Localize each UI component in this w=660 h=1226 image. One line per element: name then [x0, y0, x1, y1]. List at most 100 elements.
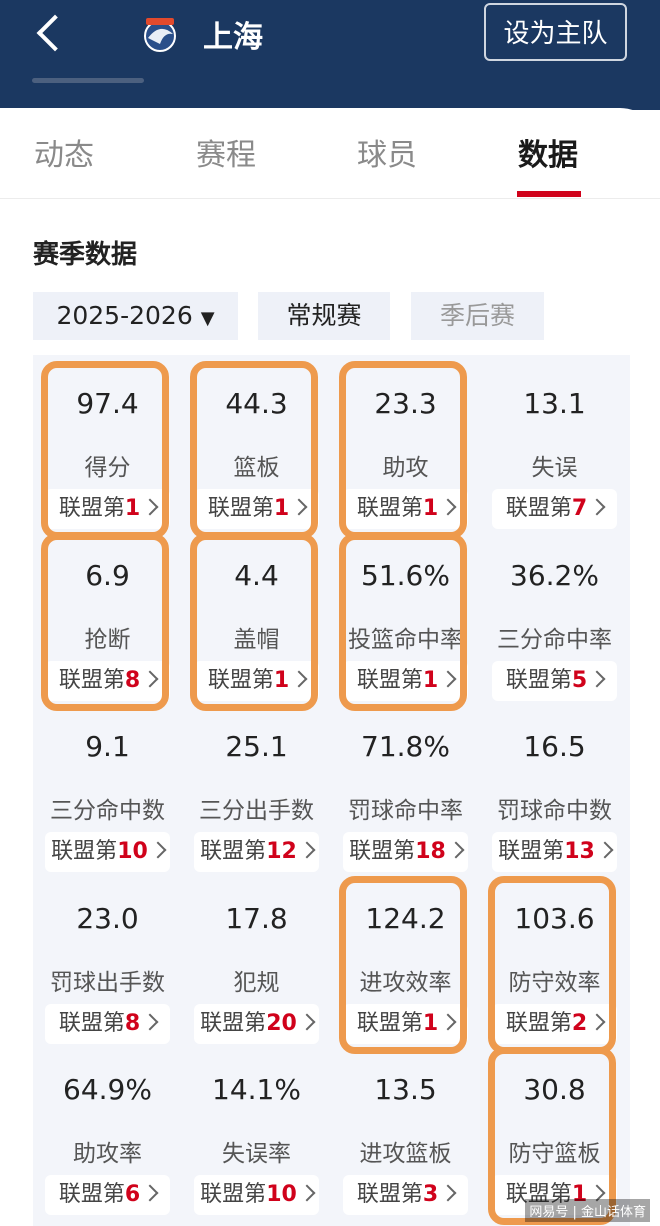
- stat-cell[interactable]: 6.9 抢断 联盟第8: [33, 527, 182, 711]
- stat-cell[interactable]: 124.2 进攻效率 联盟第1: [331, 870, 480, 1054]
- rank-prefix: 联盟第: [356, 667, 423, 693]
- team-name: 上海: [203, 20, 263, 55]
- stat-cell[interactable]: 23.0 罚球出手数联盟第8: [33, 870, 182, 1044]
- stat-label: 失误: [531, 455, 578, 481]
- rank-pill[interactable]: 联盟第1: [343, 489, 468, 529]
- stats-grid: 97.4 得分 联盟第1 44.3 篮板 联盟第1 23.3 助攻 联盟第1 13.1 失误 联盟第7…: [33, 355, 630, 1226]
- stat-label: 助攻率: [73, 1141, 142, 1167]
- stat-label: 投篮命中率: [348, 626, 463, 653]
- rank-pill[interactable]: 联盟第5: [492, 660, 617, 701]
- stat-cell[interactable]: 36.2% 三分命中率联盟第5: [480, 527, 629, 701]
- stat-cell[interactable]: 13.1 失误 联盟第7: [480, 355, 629, 529]
- stat-label: 防守篮板: [508, 1141, 601, 1167]
- rank-number: 10: [266, 1182, 297, 1207]
- stat-value: 9.1: [85, 730, 130, 763]
- rank-prefix: 联盟第: [58, 667, 125, 693]
- rank-prefix: 联盟第: [356, 496, 423, 521]
- rank-prefix: 联盟第: [58, 1010, 125, 1036]
- stat-cell[interactable]: 9.1 三分命中数 联盟第10: [33, 698, 182, 872]
- stat-value: 23.0: [76, 901, 139, 935]
- rank-number: 20: [266, 1010, 297, 1036]
- rank-number: 1: [571, 1182, 588, 1207]
- rank-prefix: 联盟第: [200, 839, 267, 864]
- tab-indicator: [517, 191, 581, 197]
- rank-prefix: 联盟第: [200, 1182, 267, 1207]
- rank-pill[interactable]: 联盟第18: [343, 832, 468, 872]
- regular-filter[interactable]: 常规赛: [258, 292, 390, 340]
- stat-value: 36.2%: [510, 558, 599, 592]
- chevron: [298, 841, 316, 859]
- tab[interactable]: 球员: [357, 138, 417, 173]
- stat-cell[interactable]: 51.6% 投篮命中率 联盟第1: [331, 527, 480, 711]
- rank-number: 2: [571, 1010, 588, 1036]
- rank-pill[interactable]: 联盟第1: [194, 660, 319, 701]
- rank-pill[interactable]: 联盟第1: [343, 1003, 468, 1044]
- rank-number: 1: [422, 1010, 439, 1036]
- stat-value: 30.8: [523, 1073, 586, 1106]
- team-logo: [144, 18, 176, 52]
- rank-number: 8: [124, 1010, 141, 1036]
- stat-cell[interactable]: 25.1 三分出手数 联盟第12: [182, 698, 331, 872]
- stat-value: 64.9%: [63, 1073, 152, 1106]
- stat-value: 16.5: [523, 730, 586, 763]
- rank-number: 6: [124, 1182, 141, 1207]
- stat-label: 失误率: [222, 1141, 291, 1167]
- rank-pill[interactable]: 联盟第8: [45, 1003, 170, 1044]
- rank-number: 10: [117, 839, 148, 864]
- chevron: [439, 1184, 457, 1202]
- rank-pill[interactable]: 联盟第7: [492, 489, 617, 529]
- season: 2025-2026: [56, 301, 193, 330]
- stat-label: 三分出手数: [199, 798, 314, 824]
- rank-number: 5: [571, 667, 588, 693]
- stat-cell[interactable]: 64.9% 助攻率联盟第6: [33, 1041, 182, 1215]
- stat-label: 罚球出手数: [50, 969, 165, 996]
- playoffs-filter[interactable]: 季后赛: [411, 292, 544, 340]
- rank-pill[interactable]: 联盟第10: [194, 1175, 319, 1215]
- chevron: [141, 1184, 159, 1202]
- stat-cell[interactable]: 71.8% 罚球命中率 联盟第18: [331, 698, 480, 872]
- rank-pill[interactable]: 联盟第1: [492, 1175, 617, 1215]
- stat-cell[interactable]: 4.4 盖帽 联盟第1: [182, 527, 331, 711]
- chevron: [149, 841, 167, 859]
- rank-pill[interactable]: 联盟第12: [194, 832, 319, 872]
- back-button[interactable]: [36, 14, 74, 52]
- rank-prefix: 联盟第: [356, 1010, 423, 1036]
- rank-number: 18: [415, 839, 446, 864]
- stat-label: 三分命中率: [497, 626, 612, 653]
- rank-pill[interactable]: 联盟第1: [45, 489, 170, 529]
- section-title: 赛季数据: [33, 240, 138, 270]
- rank-pill[interactable]: 联盟第8: [45, 660, 170, 701]
- stat-value: 124.2: [365, 901, 446, 935]
- stat-cell[interactable]: 13.5 进攻篮板 联盟第3: [331, 1041, 480, 1215]
- rank-pill[interactable]: 联盟第10: [45, 832, 170, 872]
- stat-cell[interactable]: 16.5 罚球命中数 联盟第13: [480, 698, 629, 872]
- highlight-circle: [41, 532, 169, 711]
- stat-cell[interactable]: 17.8 犯规 联盟第20: [182, 870, 331, 1044]
- stat-label: 防守效率: [508, 969, 601, 996]
- stat-cell[interactable]: 23.3 助攻 联盟第1: [331, 355, 480, 539]
- stat-cell[interactable]: 30.8 防守篮板联盟第1: [480, 1041, 629, 1225]
- stat-cell[interactable]: 44.3 篮板 联盟第1: [182, 355, 331, 539]
- stat-label: 篮板: [233, 455, 280, 481]
- stat-cell[interactable]: 14.1% 失误率 联盟第10: [182, 1041, 331, 1215]
- rank-number: 3: [422, 1182, 439, 1207]
- rank-pill[interactable]: 联盟第20: [194, 1003, 319, 1044]
- chevron: [298, 1184, 316, 1202]
- tab[interactable]: 数据: [518, 138, 578, 173]
- rank-pill[interactable]: 联盟第6: [45, 1175, 170, 1215]
- tab[interactable]: 动态: [34, 138, 94, 173]
- stat-cell[interactable]: 97.4 得分 联盟第1: [33, 355, 182, 539]
- stat-value: 103.6: [514, 901, 595, 935]
- stat-label: 抢断: [84, 626, 131, 653]
- set-home-button[interactable]: 设为主队: [484, 3, 627, 61]
- stat-cell[interactable]: 103.6 防守效率联盟第2: [480, 870, 629, 1054]
- season-select[interactable]: 2025-2026 ▼: [33, 292, 238, 340]
- rank-pill[interactable]: 联盟第1: [343, 660, 468, 701]
- rank-pill[interactable]: 联盟第1: [194, 489, 319, 529]
- highlight-circle: [488, 1047, 616, 1225]
- tab[interactable]: 赛程: [196, 138, 256, 173]
- rank-pill[interactable]: 联盟第13: [492, 832, 617, 872]
- rank-pill[interactable]: 联盟第3: [343, 1175, 468, 1215]
- rank-pill[interactable]: 联盟第2: [492, 1003, 617, 1044]
